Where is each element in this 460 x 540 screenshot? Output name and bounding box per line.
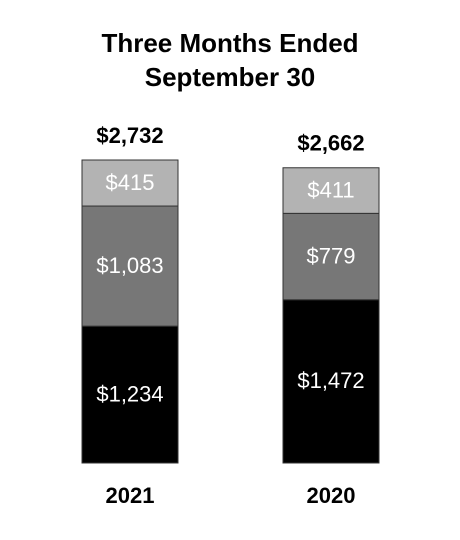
- bar-segment: [282, 167, 380, 214]
- total-label: $2,732: [96, 123, 163, 148]
- value-label: $415: [106, 170, 155, 195]
- total-label: $2,662: [297, 131, 364, 156]
- bar-segment: [81, 159, 179, 207]
- value-label: $1,234: [96, 381, 163, 406]
- value-label: $411: [307, 177, 354, 202]
- x-tick-label: 2021: [106, 483, 155, 508]
- value-label: $779: [307, 243, 356, 268]
- bar-segment: [81, 205, 179, 327]
- bar-segment: [282, 212, 380, 301]
- bar-segment: [81, 325, 179, 464]
- value-label: $1,083: [96, 253, 163, 278]
- chart-title: Three Months Ended September 30: [101, 28, 359, 92]
- x-tick-label: 2020: [307, 483, 356, 508]
- value-label: $1,472: [297, 368, 364, 393]
